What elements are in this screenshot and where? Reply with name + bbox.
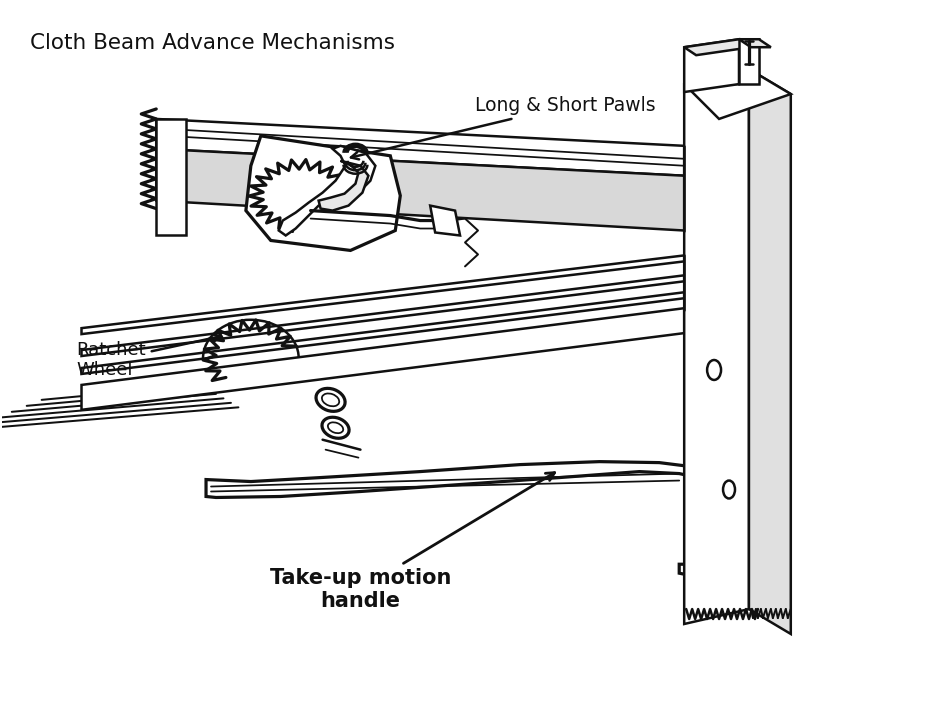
Polygon shape bbox=[246, 136, 400, 250]
Text: Ratchet
Wheel: Ratchet Wheel bbox=[77, 334, 220, 380]
Polygon shape bbox=[156, 149, 684, 231]
Text: Long & Short Pawls: Long & Short Pawls bbox=[351, 97, 656, 160]
Polygon shape bbox=[82, 293, 684, 374]
Polygon shape bbox=[156, 119, 186, 235]
Ellipse shape bbox=[723, 481, 735, 499]
Polygon shape bbox=[82, 275, 684, 356]
Polygon shape bbox=[684, 39, 739, 92]
Polygon shape bbox=[82, 309, 684, 409]
Polygon shape bbox=[278, 146, 375, 235]
Polygon shape bbox=[206, 462, 750, 577]
Text: Cloth Beam Advance Mechanisms: Cloth Beam Advance Mechanisms bbox=[29, 33, 394, 53]
Ellipse shape bbox=[322, 417, 349, 439]
Polygon shape bbox=[739, 39, 770, 47]
Polygon shape bbox=[749, 69, 790, 634]
Ellipse shape bbox=[316, 388, 345, 412]
Ellipse shape bbox=[328, 423, 343, 433]
Polygon shape bbox=[430, 205, 460, 235]
Polygon shape bbox=[156, 119, 684, 176]
Text: Take-up motion
handle: Take-up motion handle bbox=[270, 473, 555, 611]
Polygon shape bbox=[684, 39, 750, 55]
Polygon shape bbox=[82, 256, 684, 334]
Ellipse shape bbox=[322, 393, 339, 407]
Ellipse shape bbox=[707, 360, 721, 380]
Polygon shape bbox=[684, 69, 749, 624]
Polygon shape bbox=[684, 39, 790, 119]
Polygon shape bbox=[739, 39, 759, 84]
Polygon shape bbox=[318, 160, 369, 211]
